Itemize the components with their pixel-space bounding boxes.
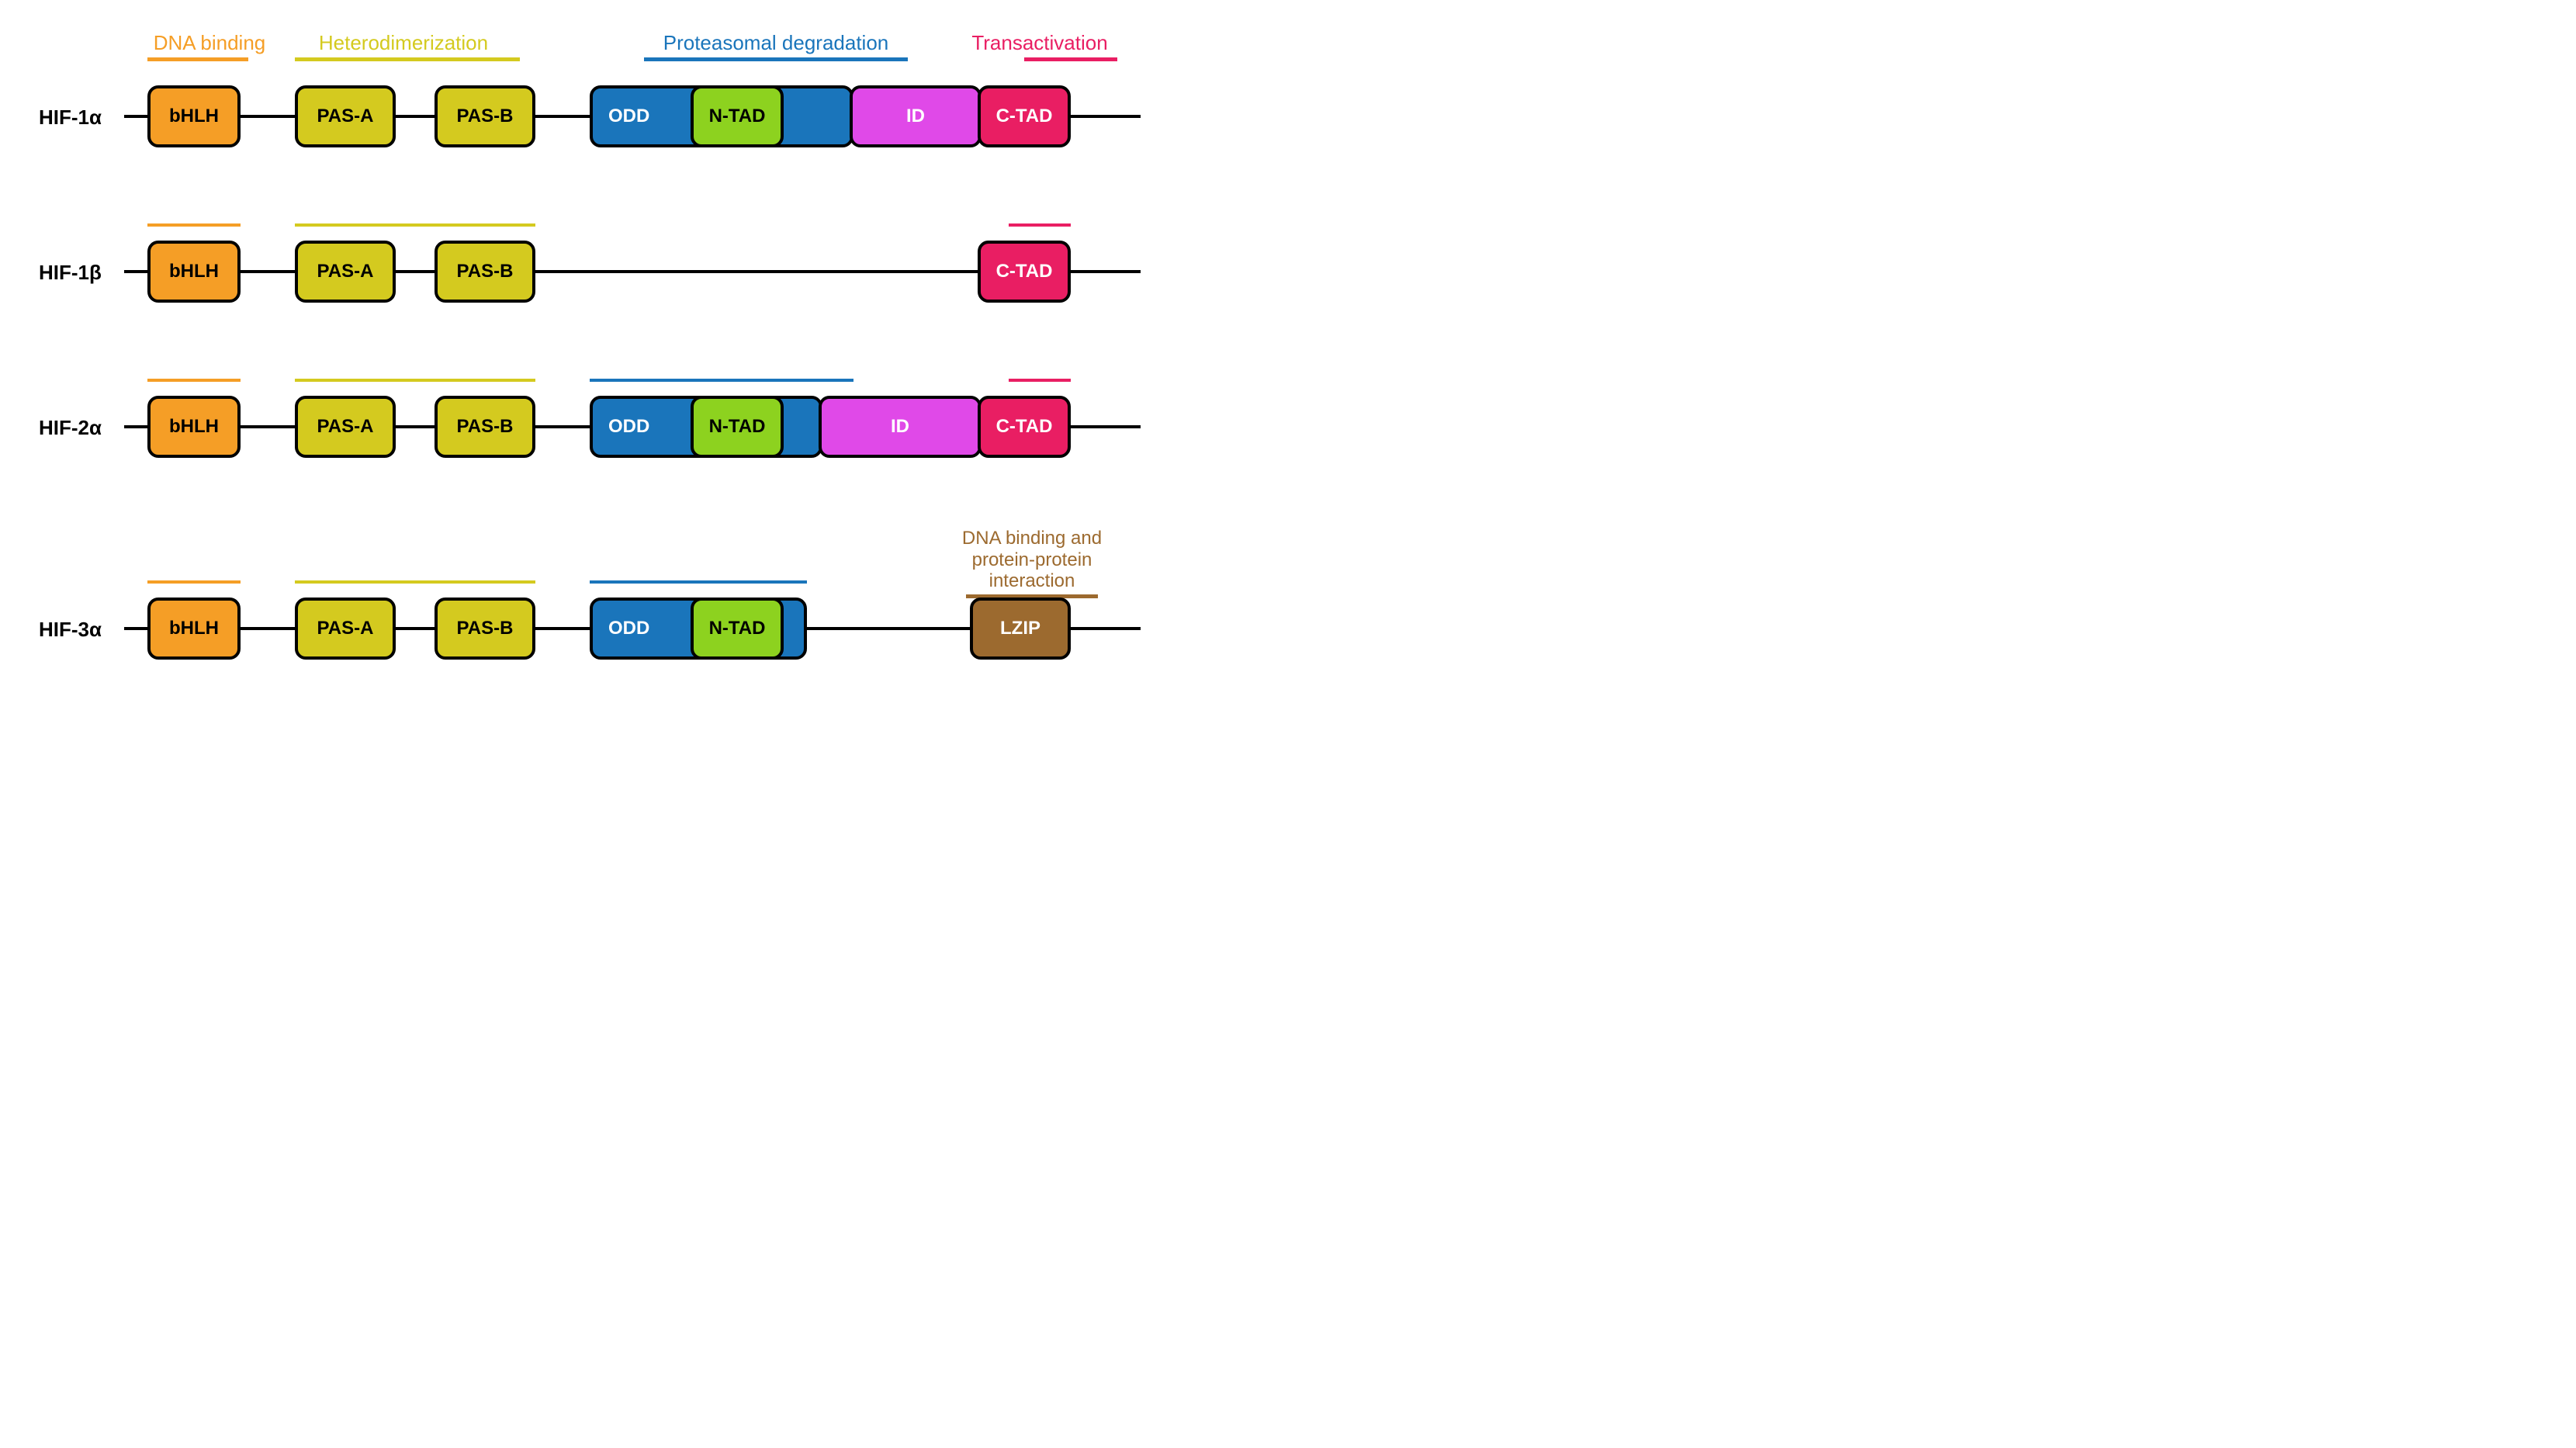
function-overline [590, 379, 853, 382]
domain-label: N-TAD [709, 618, 766, 639]
function-header-underline [644, 57, 908, 61]
domain-box: bHLH [147, 396, 241, 458]
domain-box: bHLH [147, 85, 241, 147]
domain-label: PAS-B [457, 416, 514, 438]
domain-label: C-TAD [996, 416, 1053, 438]
function-overline [295, 379, 535, 382]
domain-box: PAS-B [435, 241, 535, 303]
domain-label: ID [891, 416, 909, 438]
domain-label: bHLH [169, 261, 219, 282]
domain-box: PAS-A [295, 396, 396, 458]
function-header: Heterodimerization [295, 31, 512, 55]
protein-row-label: HIF-1α [39, 106, 102, 130]
domain-label: LZIP [1000, 618, 1040, 639]
domain-box: N-TAD [691, 85, 784, 147]
domain-box: ID [819, 396, 982, 458]
domain-label: N-TAD [709, 416, 766, 438]
function-overline [295, 580, 535, 584]
domain-box: PAS-A [295, 241, 396, 303]
function-header: Proteasomal degradation [644, 31, 908, 55]
domain-box: C-TAD [978, 85, 1071, 147]
domain-label: PAS-B [457, 618, 514, 639]
domain-box: PAS-A [295, 85, 396, 147]
domain-label: ID [906, 106, 925, 127]
domain-label: bHLH [169, 416, 219, 438]
domain-box: PAS-B [435, 85, 535, 147]
hif-domain-diagram: DNA binding Heterodimerization Proteasomal… [31, 31, 1241, 776]
domain-label: PAS-B [457, 106, 514, 127]
domain-box: C-TAD [978, 241, 1071, 303]
domain-box: LZIP [970, 598, 1071, 660]
domain-box: PAS-B [435, 396, 535, 458]
domain-label: ODD [608, 618, 649, 639]
domain-box: PAS-A [295, 598, 396, 660]
domain-label: ODD [608, 106, 649, 127]
domain-label: bHLH [169, 618, 219, 639]
function-header-underline [147, 57, 248, 61]
function-overline [147, 223, 241, 227]
domain-box: bHLH [147, 241, 241, 303]
domain-box: ID [850, 85, 982, 147]
domain-label: PAS-A [317, 618, 374, 639]
domain-box: C-TAD [978, 396, 1071, 458]
domain-label: C-TAD [996, 106, 1053, 127]
function-header-extra: DNA binding and protein-protein interact… [947, 528, 1117, 592]
function-header-underline [1024, 57, 1117, 61]
function-header-underline [295, 57, 520, 61]
domain-label: C-TAD [996, 261, 1053, 282]
function-header: Transactivation [962, 31, 1117, 55]
protein-row-label: HIF-3α [39, 618, 102, 642]
function-header: DNA binding [147, 31, 272, 55]
domain-box: N-TAD [691, 396, 784, 458]
domain-box: bHLH [147, 598, 241, 660]
domain-label: PAS-A [317, 261, 374, 282]
function-overline [295, 223, 535, 227]
function-overline [147, 379, 241, 382]
function-overline [147, 580, 241, 584]
protein-row-label: HIF-2α [39, 416, 102, 440]
domain-label: ODD [608, 416, 649, 438]
domain-box: PAS-B [435, 598, 535, 660]
domain-label: PAS-A [317, 106, 374, 127]
protein-row-label: HIF-1β [39, 261, 102, 285]
domain-label: N-TAD [709, 106, 766, 127]
domain-label: PAS-A [317, 416, 374, 438]
domain-box: N-TAD [691, 598, 784, 660]
domain-label: PAS-B [457, 261, 514, 282]
function-overline [590, 580, 807, 584]
domain-label: bHLH [169, 106, 219, 127]
function-overline [1009, 379, 1071, 382]
function-overline [1009, 223, 1071, 227]
